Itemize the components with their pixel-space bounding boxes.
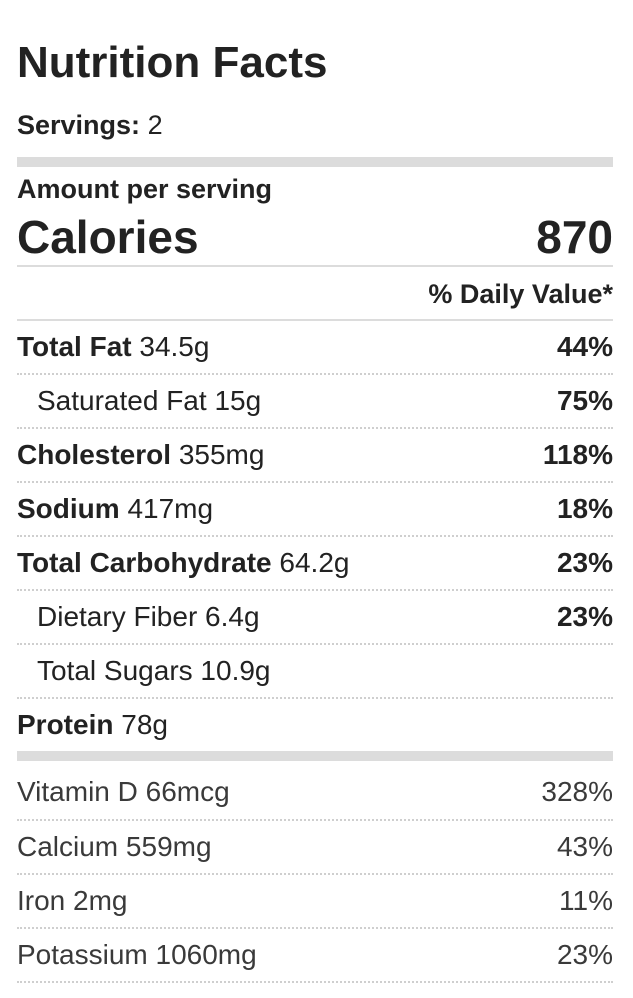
nutrient-row-protein: Protein 78g: [17, 699, 613, 751]
vitamin-name: Iron: [17, 885, 66, 916]
dotted-divider: [17, 873, 613, 875]
nutrient-amount: 15g: [214, 385, 262, 416]
nutrient-row-saturated-fat: Saturated Fat 15g 75%: [17, 375, 613, 427]
dotted-divider: [17, 535, 613, 537]
calories-label: Calories: [17, 211, 199, 263]
dotted-divider: [17, 481, 613, 483]
vitamin-amount: 2mg: [73, 885, 128, 916]
vitamin-daily-value: 11%: [559, 885, 613, 916]
nutrient-daily-value: 23%: [556, 547, 613, 578]
dotted-divider: [17, 927, 613, 929]
nutrient-amount: 64.2g: [279, 547, 350, 578]
nutrient-amount: 417mg: [127, 493, 214, 524]
dotted-divider: [17, 819, 613, 821]
vitamin-daily-value: 23%: [556, 939, 613, 970]
vitamin-amount: 66mcg: [145, 776, 230, 807]
nutrient-daily-value: 44%: [556, 331, 613, 362]
vitamin-name: Calcium: [17, 831, 119, 862]
nutrient-amount: 6.4g: [205, 601, 260, 632]
amount-per-serving: Amount per serving: [17, 174, 273, 204]
vitamin-amount: 1060mg: [155, 939, 257, 970]
vitamin-amount: 559mg: [125, 831, 212, 862]
nutrient-amount: 78g: [121, 709, 168, 740]
nutrient-amount: 355mg: [178, 439, 265, 470]
calories-value: 870: [536, 211, 613, 263]
servings-line: Servings: 2: [17, 108, 163, 142]
nutrient-name: Total Carbohydrate: [17, 547, 272, 578]
dotted-divider: [17, 643, 613, 645]
servings-value: 2: [147, 110, 163, 140]
nutrient-name: Dietary Fiber: [37, 601, 198, 632]
vitamin-daily-value: 43%: [556, 831, 613, 862]
vitamin-row-calcium: Calcium 559mg 43%: [17, 821, 613, 873]
nutrient-name: Cholesterol: [17, 439, 172, 470]
vitamin-name: Potassium: [17, 939, 148, 970]
vitamin-row-vitamin-d: Vitamin D 66mcg 328%: [17, 766, 613, 818]
nutrient-amount: 34.5g: [139, 331, 210, 362]
nutrient-name: Total Sugars: [37, 655, 193, 686]
nutrient-name: Protein: [17, 709, 114, 740]
nutrient-amount: 10.9g: [200, 655, 271, 686]
nutrient-row-total-sugars: Total Sugars 10.9g: [17, 645, 613, 697]
nutrient-daily-value: 23%: [556, 601, 613, 632]
servings-label: Servings:: [17, 110, 141, 140]
nutrient-row-dietary-fiber: Dietary Fiber 6.4g 23%: [17, 591, 613, 643]
dotted-divider: [17, 427, 613, 429]
nutrient-name: Total Fat: [17, 331, 132, 362]
vitamin-name: Vitamin D: [17, 776, 138, 807]
daily-value-header: % Daily Value*: [428, 279, 613, 309]
divider: [17, 265, 613, 267]
nutrient-row-total-carbohydrate: Total Carbohydrate 64.2g 23%: [17, 537, 613, 589]
dotted-divider: [17, 589, 613, 591]
dotted-divider: [17, 981, 613, 983]
thick-divider: [17, 157, 613, 167]
nutrient-daily-value: 75%: [556, 385, 613, 416]
dotted-divider: [17, 373, 613, 375]
divider: [17, 319, 613, 321]
nutrition-facts-title: Nutrition Facts: [17, 38, 328, 87]
nutrient-row-total-fat: Total Fat 34.5g 44%: [17, 321, 613, 373]
dotted-divider: [17, 697, 613, 699]
vitamin-daily-value: 328%: [541, 776, 613, 807]
nutrient-name: Sodium: [17, 493, 120, 524]
calories-row: Calories 870: [17, 210, 613, 264]
nutrient-row-cholesterol: Cholesterol 355mg 118%: [17, 429, 613, 481]
nutrient-row-sodium: Sodium 417mg 18%: [17, 483, 613, 535]
nutrient-name: Saturated Fat: [37, 385, 207, 416]
nutrient-daily-value: 18%: [556, 493, 613, 524]
vitamin-row-potassium: Potassium 1060mg 23%: [17, 929, 613, 981]
thick-divider: [17, 751, 613, 761]
vitamin-row-iron: Iron 2mg 11%: [17, 875, 613, 927]
nutrient-daily-value: 118%: [542, 439, 613, 470]
